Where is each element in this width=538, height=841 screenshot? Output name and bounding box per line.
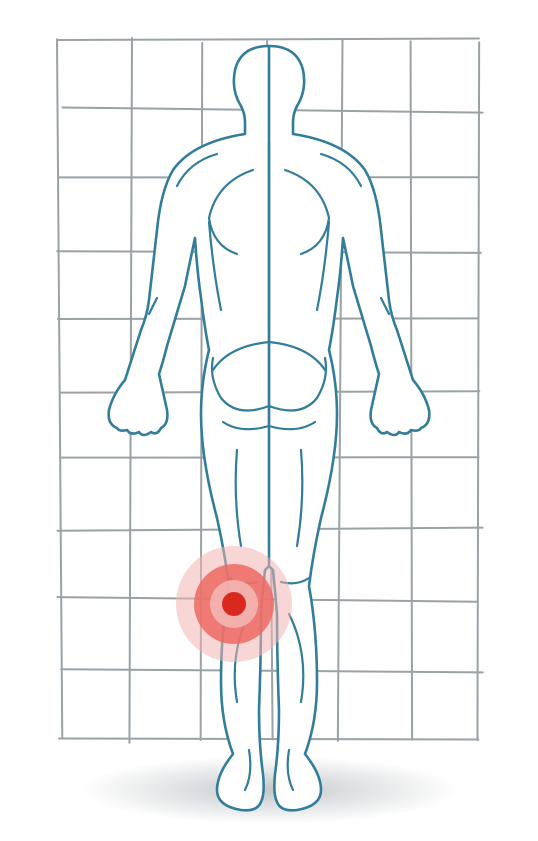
floor-shadow	[80, 756, 460, 824]
human-body-outline	[109, 46, 430, 810]
pain-hotspot[interactable]	[176, 546, 292, 662]
hotspot-ring-3[interactable]	[222, 592, 246, 616]
anatomy-diagram	[0, 0, 538, 841]
